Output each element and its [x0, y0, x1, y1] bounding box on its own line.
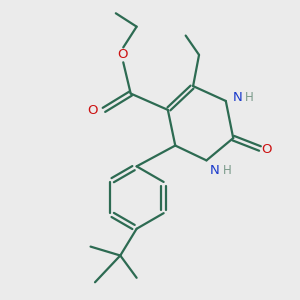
Text: N: N	[210, 164, 220, 177]
Text: O: O	[117, 48, 128, 62]
Text: N: N	[232, 92, 242, 104]
Text: O: O	[87, 104, 98, 117]
Text: H: H	[245, 92, 254, 104]
Text: H: H	[223, 164, 231, 177]
Text: O: O	[261, 143, 272, 156]
